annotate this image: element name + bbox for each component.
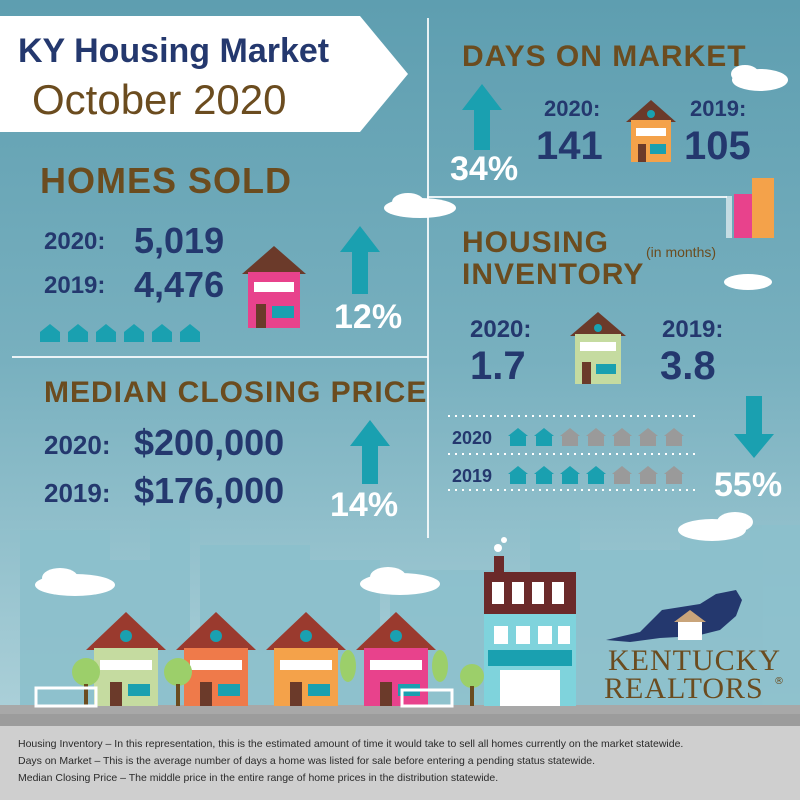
homes-sold-2020-value: 5,019 — [134, 220, 225, 261]
vertical-divider — [427, 18, 429, 538]
days-2019-label: 2019: — [690, 96, 747, 121]
pictogram-row-2020 — [508, 428, 698, 446]
median-2019-value: $176,000 — [134, 470, 285, 511]
house-empty-icon — [612, 428, 632, 446]
days-on-market-change: 34% — [450, 150, 519, 188]
median-2020-label: 2020: — [44, 430, 111, 460]
house-empty-icon — [638, 428, 658, 446]
house-filled-icon — [534, 466, 554, 484]
days-2019-value: 105 — [684, 124, 751, 168]
dotted-lines — [448, 415, 700, 491]
days-2020-label: 2020: — [544, 96, 601, 121]
skyline-illustration — [0, 65, 800, 714]
median-price-change: 14% — [330, 486, 399, 524]
homes-sold-change: 12% — [334, 298, 403, 336]
days-on-market-heading: DAYS ON MARKET — [462, 40, 747, 73]
up-arrow-icon — [462, 84, 502, 150]
green-house-icon — [570, 312, 626, 384]
inventory-2020-label: 2020: — [470, 316, 532, 343]
house-empty-icon — [664, 466, 684, 484]
footer-note: Days on Market – This is the average num… — [18, 755, 596, 767]
pictogram-2019-label: 2019 — [452, 466, 493, 486]
homes-row-icon — [40, 324, 200, 342]
house-empty-icon — [638, 466, 658, 484]
page-title: KY Housing Market — [18, 32, 330, 70]
house-filled-icon — [534, 428, 554, 446]
down-arrow-icon — [734, 396, 774, 458]
homes-sold-2020-label: 2020: — [44, 228, 106, 255]
house-empty-icon — [612, 466, 632, 484]
median-2019-label: 2019: — [44, 478, 111, 508]
homes-sold-heading: HOMES SOLD — [40, 160, 293, 201]
median-price-heading: MEDIAN CLOSING PRICE — [44, 376, 428, 409]
title-banner — [0, 16, 408, 132]
inventory-unit: (in months) — [646, 244, 717, 260]
house-empty-icon — [560, 428, 580, 446]
inventory-2019-label: 2019: — [662, 316, 724, 343]
logo-line1: KENTUCKY — [608, 644, 781, 677]
logo-line2: REALTORS — [604, 672, 764, 705]
up-arrow-icon — [340, 226, 380, 294]
footer-notes: Housing Inventory – In this representati… — [0, 714, 800, 800]
up-arrow-icon — [350, 420, 390, 484]
median-2020-value: $200,000 — [134, 422, 285, 463]
inventory-2019-value: 3.8 — [660, 344, 716, 388]
footer-note: Housing Inventory – In this representati… — [18, 738, 684, 750]
page-subtitle: October 2020 — [32, 76, 287, 123]
inventory-heading-line2: INVENTORY — [462, 258, 645, 291]
horizontal-divider-right — [427, 196, 727, 198]
footer-note: Median Closing Price – The middle price … — [18, 772, 499, 784]
homes-sold-2019-label: 2019: — [44, 272, 106, 299]
house-filled-icon — [508, 466, 528, 484]
inventory-change: 55% — [714, 466, 783, 504]
house-filled-icon — [586, 466, 606, 484]
pictogram-row-2019 — [508, 466, 698, 484]
house-filled-icon — [508, 428, 528, 446]
inventory-heading-line1: HOUSING — [462, 226, 610, 259]
house-filled-icon — [560, 466, 580, 484]
horizontal-divider-left — [12, 356, 428, 358]
house-empty-icon — [664, 428, 684, 446]
orange-house-icon — [626, 100, 676, 162]
pink-house-icon — [242, 246, 306, 328]
homes-sold-2019-value: 4,476 — [134, 264, 225, 305]
house-empty-icon — [586, 428, 606, 446]
pictogram-2020-label: 2020 — [452, 428, 493, 448]
days-2020-value: 141 — [536, 124, 603, 168]
logo-registered-mark: ® — [774, 676, 784, 687]
inventory-2020-value: 1.7 — [470, 344, 526, 388]
